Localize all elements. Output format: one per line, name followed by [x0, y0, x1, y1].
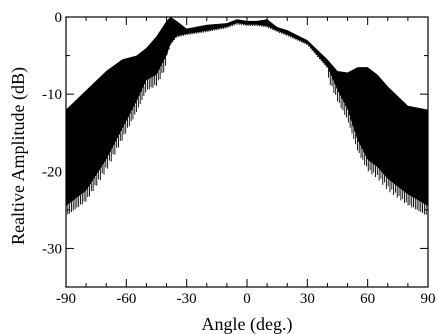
x-tick-label: -90 — [56, 291, 76, 307]
x-tick-label: -30 — [177, 291, 197, 307]
x-tick-label: -60 — [116, 291, 136, 307]
y-tick-label: -20 — [42, 164, 62, 180]
y-tick-label: -10 — [42, 87, 62, 103]
y-axis: 0 -10 -20 -30 — [42, 10, 428, 257]
series-band — [66, 17, 428, 206]
x-tick-label: 0 — [243, 291, 251, 307]
y-axis-label: Realtive Amplitude (dB) — [8, 67, 29, 245]
x-tick-label: 60 — [360, 291, 375, 307]
x-tick-label: 30 — [300, 291, 315, 307]
x-axis: -90 -60 -30 0 30 60 90 — [56, 17, 436, 307]
x-tick-label: 90 — [421, 291, 436, 307]
y-tick-label: -30 — [42, 241, 62, 257]
x-axis-label: Angle (deg.) — [202, 314, 293, 334]
y-tick-label: 0 — [55, 10, 63, 26]
series-ripple — [65, 23, 427, 217]
plot-area — [65, 17, 428, 217]
